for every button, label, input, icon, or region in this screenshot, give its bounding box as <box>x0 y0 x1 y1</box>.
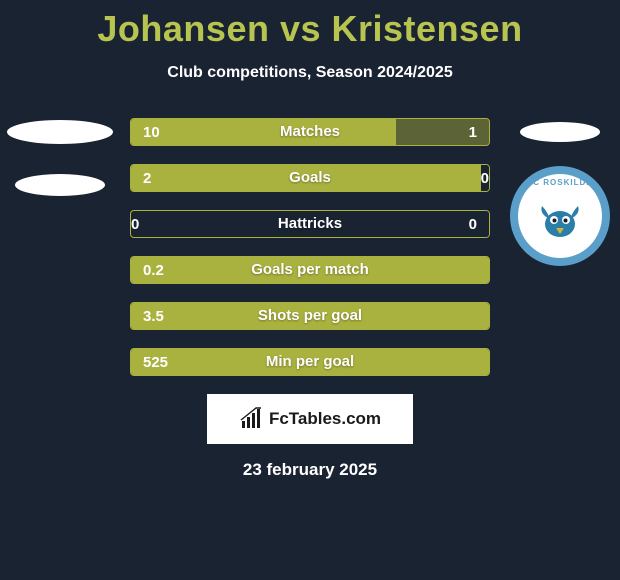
club-logo-text: FC ROSKILDE <box>527 178 592 187</box>
date-text: 23 february 2025 <box>0 460 620 480</box>
stat-left-value: 10 <box>131 119 396 145</box>
stat-row: 525Min per goal <box>130 348 490 376</box>
stat-row: 20Goals <box>130 164 490 192</box>
stat-left-value: 525 <box>131 349 489 375</box>
club-logo-roskilde: FC ROSKILDE <box>510 166 610 266</box>
content-area: FC ROSKILDE 101Matches 20Goals 00Hattricks… <box>0 118 620 376</box>
stat-row: 101Matches <box>130 118 490 146</box>
stat-left-value: 0.2 <box>131 257 489 283</box>
stat-row: 00Hattricks <box>130 210 490 238</box>
bird-icon <box>536 198 584 240</box>
placeholder-ellipse <box>520 122 600 142</box>
page-subtitle: Club competitions, Season 2024/2025 <box>0 64 620 82</box>
bar-chart-icon <box>239 407 263 431</box>
stat-left-value: 0 <box>131 211 159 237</box>
stat-row: 0.2Goals per match <box>130 256 490 284</box>
right-decor-column: FC ROSKILDE <box>500 118 620 266</box>
stat-left-value: 2 <box>131 165 481 191</box>
watermark-text: FcTables.com <box>269 409 381 429</box>
stat-left-value: 3.5 <box>131 303 489 329</box>
stat-right-value: 1 <box>396 119 489 145</box>
placeholder-ellipse <box>7 120 113 144</box>
page-title: Johansen vs Kristensen <box>0 0 620 50</box>
placeholder-ellipse <box>15 174 105 196</box>
stat-right-value: 0 <box>159 211 489 237</box>
stat-row: 3.5Shots per goal <box>130 302 490 330</box>
comparison-bars: 101Matches 20Goals 00Hattricks 0.2Goals per… <box>130 118 490 376</box>
watermark-badge: FcTables.com <box>207 394 413 444</box>
left-decor-column <box>0 118 120 196</box>
stat-right-value: 0 <box>481 165 489 191</box>
